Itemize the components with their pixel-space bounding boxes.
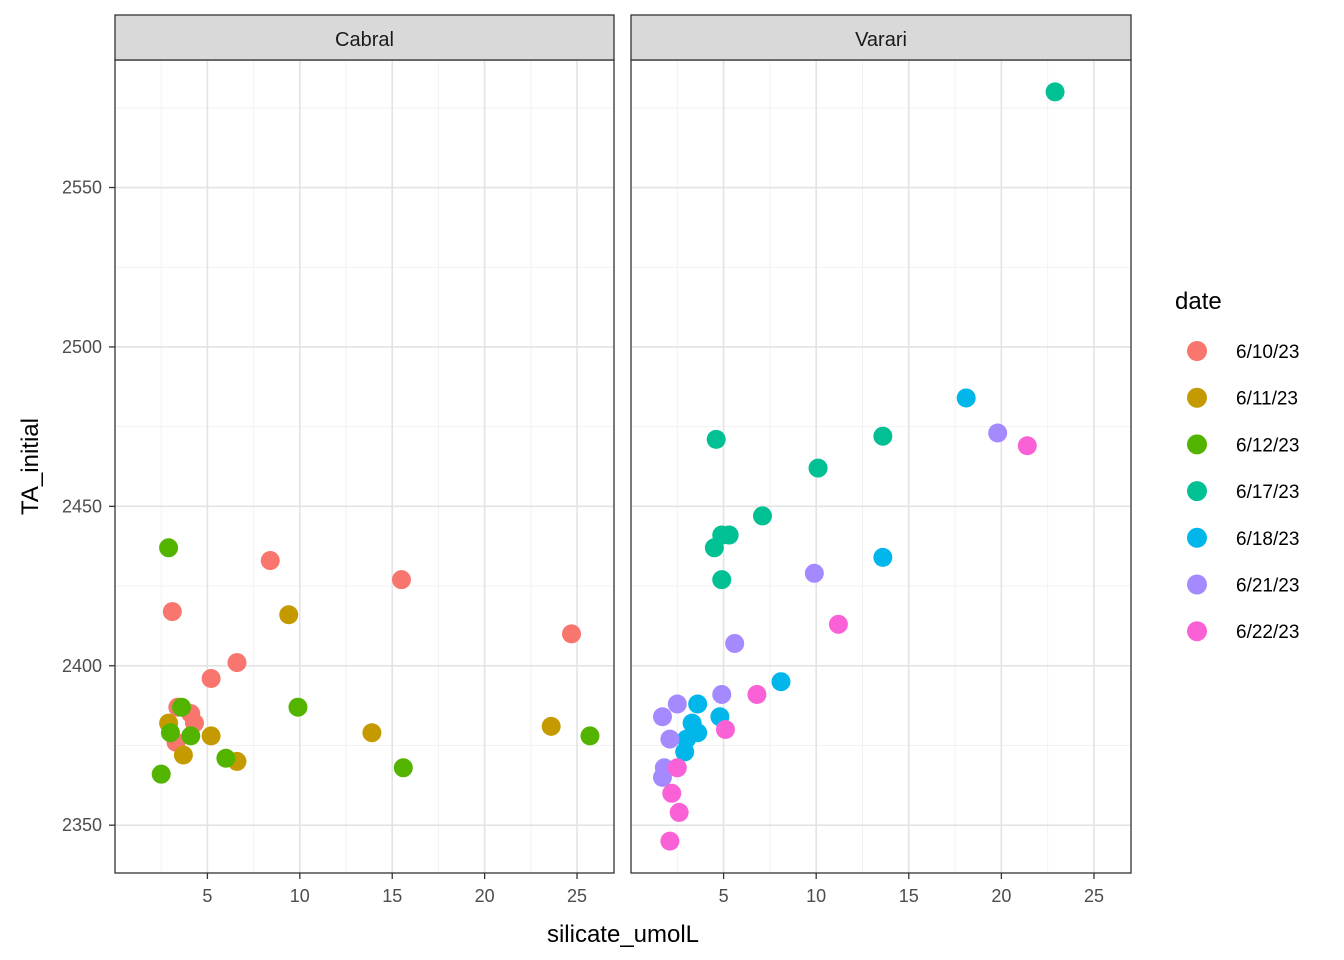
data-point: [715, 720, 735, 740]
data-point: [201, 726, 221, 746]
data-point: [172, 697, 192, 717]
data-point: [662, 783, 682, 803]
panel-varari: [630, 14, 1132, 879]
data-point: [771, 672, 791, 692]
data-point: [688, 694, 708, 714]
data-point: [988, 423, 1008, 443]
legend-label: 6/22/23: [1236, 622, 1299, 643]
legend-key: [1187, 621, 1207, 642]
data-point: [151, 764, 171, 784]
panel-background: [631, 60, 1131, 873]
x-tick-label: 10: [806, 886, 826, 906]
x-tick-label: 25: [567, 886, 587, 906]
data-point: [688, 723, 708, 743]
x-tick-label: 20: [475, 886, 495, 906]
legend-label: 6/10/23: [1236, 342, 1299, 363]
data-point: [956, 388, 976, 408]
x-tick-label: 15: [899, 886, 919, 906]
data-point: [391, 570, 411, 590]
data-point: [201, 669, 221, 689]
facet-strip-label: Cabral: [335, 29, 394, 51]
data-point: [1045, 82, 1065, 102]
facet-strip: [114, 14, 615, 61]
x-tick-label: 25: [1084, 886, 1104, 906]
legend-key: [1187, 341, 1207, 361]
x-axis-title: silicate_umolL: [547, 921, 699, 948]
y-tick-label: 2550: [62, 178, 102, 198]
legend-label: 6/17/23: [1236, 482, 1299, 503]
data-point: [652, 707, 672, 727]
x-tick-label: 20: [991, 886, 1011, 906]
data-point: [580, 726, 600, 746]
data-point: [706, 429, 726, 449]
data-point: [173, 745, 193, 765]
data-point: [873, 547, 893, 567]
data-point: [561, 624, 581, 644]
data-point: [873, 426, 893, 446]
legend-key: [1187, 387, 1207, 408]
legend-key: [1187, 434, 1207, 455]
data-point: [808, 458, 828, 478]
data-point: [660, 831, 680, 851]
data-point: [393, 758, 413, 778]
data-point: [660, 729, 680, 749]
data-point: [288, 697, 308, 717]
data-point: [667, 694, 687, 714]
data-point: [227, 653, 247, 673]
data-point: [828, 614, 848, 634]
y-tick-label: 2400: [62, 656, 102, 676]
y-axis-title: TA_initial: [17, 418, 44, 515]
data-point: [216, 748, 236, 768]
data-point: [160, 723, 180, 743]
data-point: [652, 767, 672, 787]
facet-strip: [630, 14, 1132, 61]
legend-label: 6/18/23: [1236, 529, 1299, 550]
data-point: [362, 723, 382, 743]
x-tick-label: 10: [290, 886, 310, 906]
data-point: [541, 716, 561, 736]
legend-key: [1187, 481, 1207, 502]
y-tick-label: 2350: [62, 815, 102, 835]
data-point: [181, 726, 201, 746]
legend-label: 6/12/23: [1236, 435, 1299, 456]
y-tick-label: 2450: [62, 496, 102, 516]
data-point: [747, 684, 767, 704]
y-tick-label: 2500: [62, 337, 102, 357]
data-point: [712, 570, 732, 590]
data-point: [159, 538, 179, 558]
legend-key: [1187, 574, 1207, 595]
data-point: [675, 742, 695, 762]
data-point: [669, 802, 689, 822]
data-point: [260, 551, 280, 571]
panel-cabral: [114, 14, 615, 879]
facet-strip-label: Varari: [855, 29, 907, 51]
data-point: [804, 563, 824, 583]
data-point: [667, 758, 687, 778]
legend-key: [1187, 527, 1207, 548]
legend-label: 6/21/23: [1236, 576, 1299, 597]
data-point: [1017, 436, 1037, 456]
data-point: [752, 506, 772, 526]
data-point: [712, 684, 732, 704]
x-tick-label: 5: [719, 886, 729, 906]
legend-label: 6/11/23: [1236, 389, 1298, 410]
x-tick-label: 15: [382, 886, 402, 906]
data-point: [725, 633, 745, 653]
data-point: [279, 605, 299, 625]
legend-title: date: [1175, 288, 1222, 315]
data-point: [719, 525, 739, 545]
data-point: [162, 602, 182, 622]
x-tick-label: 5: [202, 886, 212, 906]
